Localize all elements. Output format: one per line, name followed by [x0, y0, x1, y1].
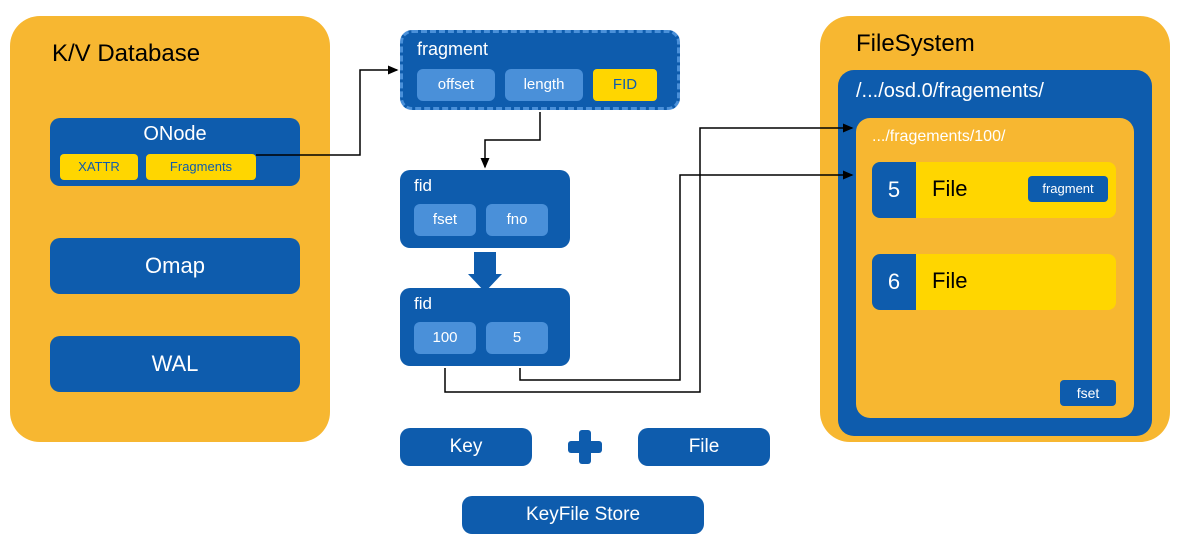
fs-subpath-label: .../fragements/100/: [872, 128, 1005, 146]
wal-label: WAL: [152, 351, 199, 376]
fragment-fid: FID: [593, 69, 657, 101]
fragment-box: fragment offset length FID: [400, 30, 680, 110]
omap-label: Omap: [145, 253, 205, 278]
kv-database-title: K/V Database: [52, 40, 200, 68]
fragments-label: Fragments: [170, 159, 232, 174]
file-box: File: [638, 428, 770, 466]
filesystem-title: FileSystem: [856, 30, 975, 58]
xattr-label: XATTR: [78, 159, 120, 174]
fid1-fno-label: fno: [507, 211, 528, 228]
fs-path-label: /.../osd.0/fragements/: [856, 80, 1044, 103]
file2-label: File: [932, 268, 967, 294]
kv-database-panel: K/V Database ONode XATTR Fragments Omap …: [10, 16, 330, 442]
plus-icon: [566, 428, 604, 466]
fid1-fset-label: fset: [433, 211, 457, 228]
fs-subpath-box: .../fragements/100/ 5 File fragment 6 Fi…: [856, 118, 1134, 418]
key-box: Key: [400, 428, 532, 466]
fset-tag: fset: [1060, 380, 1116, 406]
fid-box-2: fid 100 5: [400, 288, 570, 366]
keyfile-store-box: KeyFile Store: [462, 496, 704, 534]
file-label: File: [689, 436, 720, 457]
key-label: Key: [450, 436, 483, 457]
fragment-offset: offset: [417, 69, 495, 101]
fragment-length: length: [505, 69, 583, 101]
fragment-length-label: length: [524, 76, 565, 93]
onode-title: ONode: [50, 123, 300, 146]
file1-label: File: [932, 176, 967, 202]
onode-box: ONode XATTR Fragments: [50, 118, 300, 186]
file1-fragment-tag-label: fragment: [1042, 181, 1093, 196]
file1-fragment-tag: fragment: [1028, 176, 1108, 202]
fset-tag-label: fset: [1077, 385, 1100, 401]
file2-num-label: 6: [888, 269, 900, 294]
fragment-title: fragment: [417, 39, 488, 60]
wal-box: WAL: [50, 336, 300, 392]
fs-path-box: /.../osd.0/fragements/ .../fragements/10…: [838, 70, 1152, 436]
fid2-title: fid: [414, 294, 432, 314]
fragment-offset-label: offset: [438, 76, 474, 93]
fid2-v1: 100: [414, 322, 476, 354]
fid1-title: fid: [414, 176, 432, 196]
fragments-tag: Fragments: [146, 154, 256, 180]
file2-box: 6 File: [872, 254, 1116, 310]
fid2-v2-label: 5: [513, 329, 521, 346]
fid1-fset: fset: [414, 204, 476, 236]
fragment-fid-label: FID: [613, 76, 637, 93]
fid-box-1: fid fset fno: [400, 170, 570, 248]
omap-box: Omap: [50, 238, 300, 294]
fid2-v2: 5: [486, 322, 548, 354]
fid2-v1-label: 100: [432, 329, 457, 346]
xattr-tag: XATTR: [60, 154, 138, 180]
keyfile-store-label: KeyFile Store: [526, 504, 640, 525]
file2-num: 6: [872, 254, 916, 310]
fid1-fno: fno: [486, 204, 548, 236]
filesystem-panel: FileSystem /.../osd.0/fragements/ .../fr…: [820, 16, 1170, 442]
file1-num: 5: [872, 162, 916, 218]
file1-box: 5 File fragment: [872, 162, 1116, 218]
file1-num-label: 5: [888, 177, 900, 202]
